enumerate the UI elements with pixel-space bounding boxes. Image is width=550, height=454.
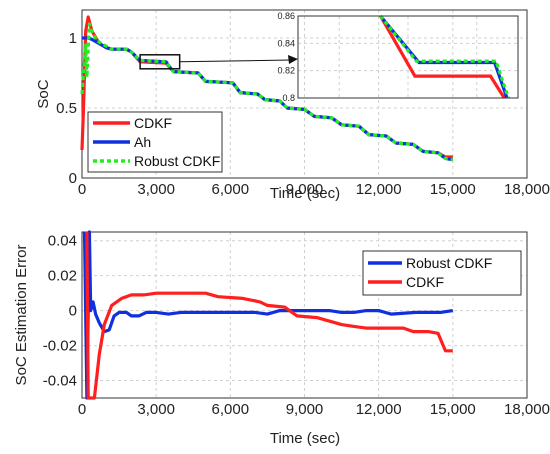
soc-chart: 0 3,000 6,000 9,000 12,000 15,000 18,000 00.51… <box>35 9 550 202</box>
zoom-inset-border <box>297 15 519 99</box>
soc-chart-xtick-label: 6,000 <box>212 181 250 198</box>
soc-chart-ytick-label: 0.5 <box>56 100 77 117</box>
zoom-inset-ytick-label: 0.8 <box>282 93 295 103</box>
error-chart-xtick-label: 3,000 <box>137 401 175 418</box>
zoom-inset-series-robust-cdkf <box>379 15 510 99</box>
error-chart-xtick-label: 18,000 <box>504 401 550 418</box>
error-chart-xtick-label: 9,000 <box>286 401 324 418</box>
error-chart-ylabel: SoC Estimation Error <box>13 245 30 386</box>
soc-chart-yticks: 00.51 <box>56 30 77 187</box>
error-chart-xticks: 0 3,000 6,000 9,000 12,000 15,000 18,000 <box>78 401 550 418</box>
soc-chart-xtick-label: 18,000 <box>504 181 550 198</box>
error-chart-xtick-label: 12,000 <box>356 401 402 418</box>
error-chart-legend: Robust CDKF CDKF <box>362 250 522 296</box>
error-chart-xtick-label: 0 <box>78 401 86 418</box>
error-chart: 0 3,000 6,000 9,000 12,000 15,000 18,000 -0.04… <box>13 230 550 447</box>
zoom-inset-series <box>379 14 510 99</box>
error-chart-ytick-label: -0.04 <box>43 373 77 390</box>
zoom-inset-grid <box>298 15 518 99</box>
zoom-inset-ytick-label: 0.86 <box>277 11 295 21</box>
error-chart-legend-box <box>362 250 522 296</box>
error-chart-ytick-label: 0 <box>69 303 77 320</box>
legend-label-robust-cdkf-error: Robust CDKF <box>406 255 492 271</box>
error-chart-xtick-label: 15,000 <box>430 401 476 418</box>
soc-chart-xlabel: Time (sec) <box>270 185 340 202</box>
soc-chart-xtick-label: 3,000 <box>137 181 175 198</box>
soc-chart-ytick-label: 0 <box>69 170 77 187</box>
soc-chart-xticks: 0 3,000 6,000 9,000 12,000 15,000 18,000 <box>78 181 550 198</box>
error-chart-yticks: -0.04 -0.02 0 0.02 0.04 <box>43 233 77 390</box>
error-chart-frame <box>81 231 528 399</box>
soc-chart-ylabel: SoC <box>35 79 52 108</box>
error-chart-xtick-label: 6,000 <box>212 401 250 418</box>
soc-chart-ytick-label: 1 <box>69 30 77 47</box>
legend-label-ah: Ah <box>134 134 151 150</box>
zoom-arrow <box>179 59 291 63</box>
soc-chart-xtick-label: 9,000 <box>286 181 324 198</box>
legend-label-cdkf: CDKF <box>134 115 172 131</box>
soc-chart-series <box>80 15 454 162</box>
soc-chart-xtick-label: 15,000 <box>430 181 476 198</box>
legend-label-robust-cdkf: Robust CDKF <box>134 153 220 169</box>
soc-chart-xtick-label: 0 <box>78 181 86 198</box>
zoom-inset-series-ah <box>379 14 509 99</box>
soc-chart-legend: CDKF Ah Robust CDKF <box>87 111 223 173</box>
error-chart-series <box>82 230 454 400</box>
zoom-inset-ytick-label: 0.84 <box>277 38 295 48</box>
zoom-inset-yticks: 0.8 0.82 0.84 0.86 <box>277 11 295 103</box>
zoom-arrow-head <box>288 55 298 64</box>
error-chart-ytick-label: 0.04 <box>48 233 77 250</box>
zoom-inset-ytick-label: 0.82 <box>277 66 295 76</box>
zoom-inset-series-cdkf <box>379 15 506 99</box>
error-chart-ytick-label: 0.02 <box>48 268 77 285</box>
soc-chart-series-robust-cdkf <box>80 22 454 162</box>
soc-chart-xtick-label: 12,000 <box>356 181 402 198</box>
error-chart-series-cdkf <box>85 231 453 400</box>
error-chart-series-robust-cdkf <box>82 230 454 400</box>
legend-label-cdkf-error: CDKF <box>406 274 444 290</box>
zoom-inset: 0.8 0.82 0.84 0.86 <box>277 11 519 103</box>
error-chart-xlabel: Time (sec) <box>270 430 340 447</box>
error-chart-ytick-label: -0.02 <box>43 338 77 355</box>
